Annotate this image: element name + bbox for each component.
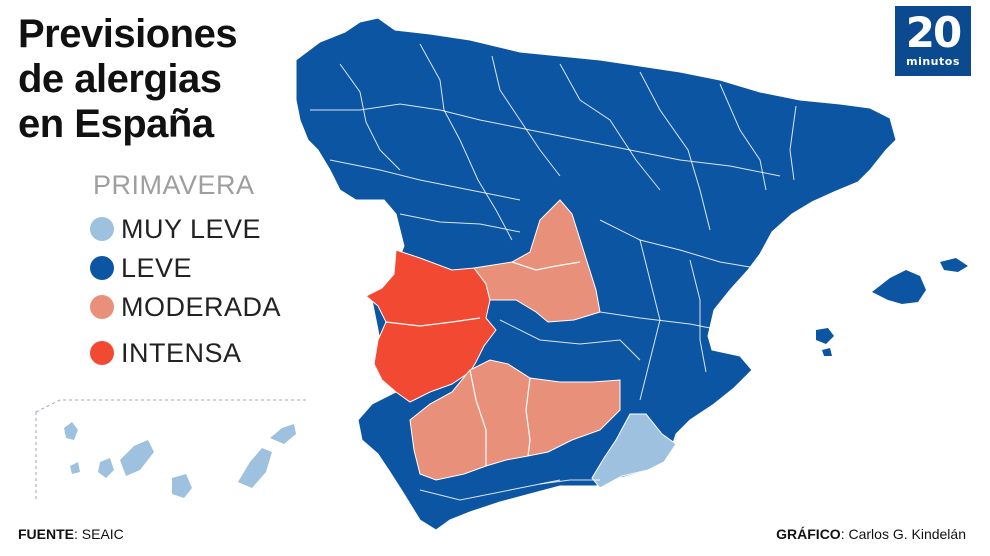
legend-item-muy-leve: MUY LEVE [90,212,261,246]
legend-dot-intensa [90,341,114,365]
legend-dot-leve [90,256,114,280]
footer-credit-value: : Carlos G. Kindelán [840,526,966,542]
footer-source-key: FUENTE [18,526,74,542]
legend-label-leve: LEVE [121,252,193,283]
logo-number: 20 [905,8,962,57]
province-borders [310,43,797,501]
footer-source-value: : SEAIC [74,526,124,542]
canary-islands [64,422,296,498]
legend-dot-moderada [90,295,114,319]
legend-item-leve: LEVE [90,251,192,285]
legend-season-label: PRIMAVERA [93,170,255,200]
title-line-1: Previsiones [18,12,238,56]
canary-inset-frame [35,399,306,500]
legend-item-intensa: INTENSA [90,336,242,370]
region-leve-mainland [295,17,897,531]
footer-credit: GRÁFICO: Carlos G. Kindelán [776,526,966,542]
title-line-2: de alergias [18,57,222,101]
extremadura-border [385,317,481,327]
region-madrid-toledo [473,199,601,323]
footer-source: FUENTE: SEAIC [18,526,124,542]
region-murcia [591,413,677,489]
logo-word: minutos [906,55,960,68]
legend-dot-muy-leve [90,217,114,241]
title-line-3: en España [18,102,214,146]
legend-label-moderada: MODERADA [121,291,282,322]
legend-item-moderada: MODERADA [90,290,281,324]
balearic-menorca [940,258,968,272]
balearic-mallorca [872,270,926,304]
page-title: Previsiones de alergias en España [18,12,238,147]
andalucia-borders [469,369,531,466]
legend-label-muy-leve: MUY LEVE [121,213,262,244]
footer-credit-key: GRÁFICO [776,526,841,542]
balearic-ibiza [816,328,834,344]
brand-logo: 20 minutos [895,6,971,76]
balearic-formentera [822,348,832,356]
madrid-toledo-border [511,261,581,271]
legend-label-intensa: INTENSA [121,337,242,368]
region-andalucia-moderada [409,359,621,481]
